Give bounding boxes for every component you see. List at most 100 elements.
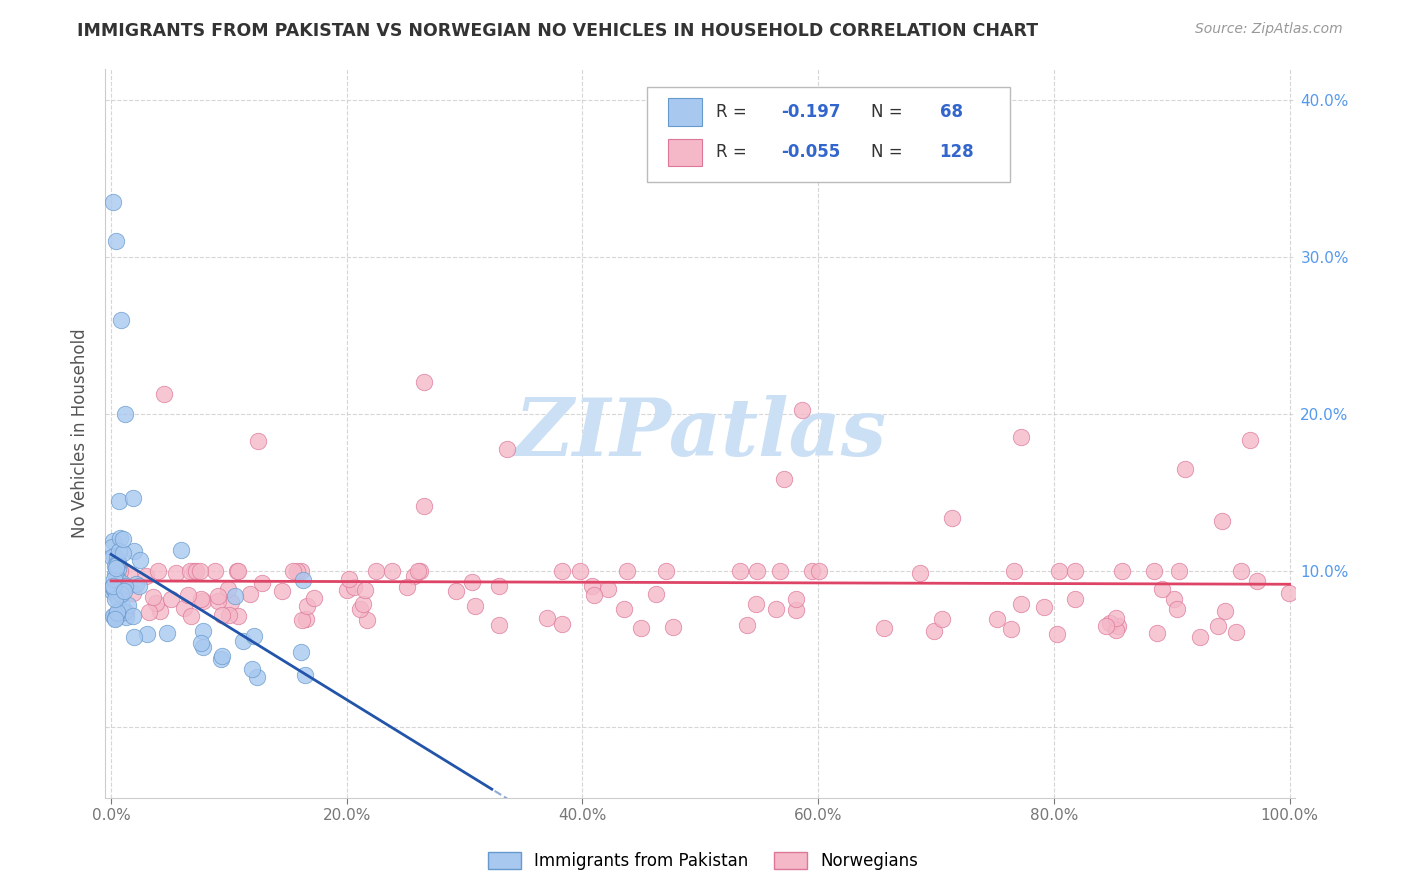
Point: [1206, 618, 1229, 632]
Point: [105, 608, 128, 623]
Point: [186, 564, 208, 578]
Point: [1163, 591, 1185, 606]
Point: [550, 564, 572, 578]
Point: [1046, 627, 1069, 641]
Point: [114, 578, 136, 592]
Text: R =: R =: [716, 144, 752, 161]
Point: [103, 573, 125, 587]
Point: [381, 564, 404, 578]
Point: [1010, 429, 1032, 443]
Point: [645, 587, 668, 601]
Point: [1189, 630, 1212, 644]
Point: [191, 624, 214, 638]
Point: [745, 597, 768, 611]
Point: [112, 606, 135, 620]
Point: [219, 595, 242, 609]
Point: [105, 550, 128, 565]
Point: [115, 605, 138, 619]
Point: [1166, 602, 1188, 616]
Point: [910, 566, 932, 581]
Point: [104, 566, 127, 581]
Point: [217, 582, 239, 596]
Point: [211, 651, 233, 665]
Point: [101, 550, 124, 565]
Point: [745, 564, 768, 578]
Point: [166, 566, 188, 580]
Point: [1047, 564, 1070, 578]
Text: R =: R =: [716, 103, 752, 121]
Point: [105, 605, 128, 619]
Point: [107, 553, 129, 567]
Point: [1032, 599, 1054, 614]
Point: [190, 636, 212, 650]
Point: [582, 588, 605, 602]
Point: [1143, 564, 1166, 578]
Point: [105, 558, 128, 573]
Point: [409, 564, 432, 578]
Point: [103, 194, 125, 209]
Point: [107, 592, 129, 607]
Text: ZIPatlas: ZIPatlas: [515, 394, 886, 472]
Point: [108, 532, 131, 546]
Point: [785, 592, 807, 607]
Point: [160, 592, 183, 607]
Point: [101, 583, 124, 598]
Bar: [647, 87, 1010, 182]
Point: [211, 648, 233, 663]
Point: [773, 472, 796, 486]
Point: [179, 564, 201, 578]
Point: [1174, 462, 1197, 476]
Point: [1150, 582, 1173, 596]
Point: [304, 591, 326, 605]
Point: [115, 610, 138, 624]
Point: [292, 573, 315, 587]
Point: [1246, 574, 1268, 588]
Point: [117, 598, 139, 612]
Point: [190, 564, 212, 578]
Point: [104, 612, 127, 626]
Point: [108, 564, 131, 578]
Point: [135, 569, 157, 583]
Point: [193, 640, 215, 654]
Point: [180, 609, 202, 624]
Point: [190, 592, 212, 607]
Point: [569, 564, 592, 578]
Point: [1095, 618, 1118, 632]
Point: [337, 573, 360, 587]
Point: [873, 621, 896, 635]
Point: [170, 543, 193, 558]
Point: [207, 594, 229, 608]
Point: [226, 608, 249, 623]
Point: [117, 566, 139, 581]
Point: [291, 613, 314, 627]
Point: [239, 587, 262, 601]
Point: [413, 500, 436, 514]
Point: [290, 645, 312, 659]
Point: [129, 553, 152, 567]
Point: [785, 603, 807, 617]
Point: [1111, 564, 1133, 578]
Point: [105, 571, 128, 585]
Point: [353, 583, 375, 598]
Point: [122, 608, 145, 623]
Point: [107, 579, 129, 593]
Point: [107, 556, 129, 570]
Point: [156, 626, 179, 640]
Point: [103, 608, 125, 623]
Point: [598, 582, 620, 597]
Point: [792, 403, 814, 417]
Point: [924, 624, 946, 639]
Point: [662, 620, 685, 634]
Bar: [668, 138, 702, 166]
Point: [243, 629, 266, 643]
Point: [105, 560, 128, 574]
Point: [112, 583, 135, 598]
Point: [1099, 615, 1122, 630]
Point: [108, 544, 131, 558]
Point: [1225, 625, 1247, 640]
Point: [100, 580, 122, 594]
Point: [461, 574, 484, 589]
Point: [110, 587, 132, 601]
Point: [111, 599, 134, 614]
Text: -0.055: -0.055: [782, 144, 841, 161]
